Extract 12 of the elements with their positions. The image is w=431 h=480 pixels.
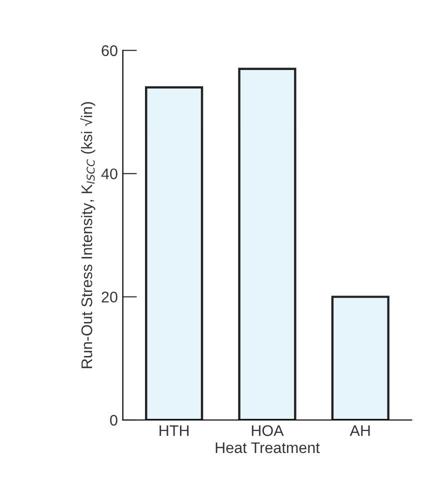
x-axis-title: Heat Treatment	[216, 442, 320, 454]
y-tick-label: 0	[110, 414, 118, 426]
bar	[331, 296, 390, 420]
y-tick-label: 20	[102, 292, 118, 302]
x-tick-label: AH	[350, 425, 370, 436]
y-tick-label: 40	[101, 168, 118, 180]
y-tick-label: 60	[102, 45, 118, 56]
bar	[145, 86, 204, 420]
bar	[238, 68, 296, 420]
x-tick-label: HOA	[252, 425, 284, 436]
y-axis-title: Run-Out Stress Intensity, K$_{ISCC}$ (ksi √in)	[80, 102, 96, 368]
x-tick-label: HTH	[160, 425, 189, 436]
